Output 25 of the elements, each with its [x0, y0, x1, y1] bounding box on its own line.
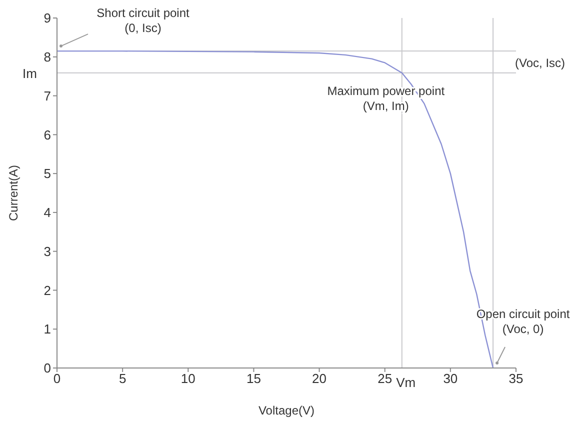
annotation: (Voc, Isc) [515, 56, 566, 70]
x-tick-label: 35 [508, 371, 524, 386]
x-axis-title: Voltage(V) [258, 404, 315, 418]
x-tick-label: 10 [180, 371, 196, 386]
ref-line-label: Vm [396, 375, 416, 390]
y-tick-label: 0 [44, 360, 51, 376]
y-tick-label: 1 [44, 322, 51, 337]
y-tick-label: 7 [44, 88, 51, 104]
y-tick-label: 5 [44, 166, 51, 182]
x-tick-label: 5 [118, 371, 126, 386]
annotation: Short circuit point (0, Isc) [96, 6, 190, 36]
x-tick-label: 25 [378, 371, 392, 386]
annotation: Maximum power point (Vm, Im) [327, 84, 446, 113]
y-tick-label: 4 [44, 205, 51, 220]
x-tick-label: 20 [312, 371, 327, 386]
y-tick-label: 9 [44, 10, 51, 26]
x-tick-label: 30 [443, 371, 458, 386]
ref-line-label: Im [22, 66, 37, 81]
y-tick-label: 8 [44, 50, 51, 65]
y-axis-title: Current(A) [6, 164, 20, 222]
y-tick-label: 2 [44, 282, 51, 298]
y-tick-label: 6 [44, 127, 51, 142]
x-tick-label: 15 [246, 371, 261, 386]
x-tick-label: 0 [53, 371, 61, 386]
y-tick-label: 3 [44, 244, 51, 259]
